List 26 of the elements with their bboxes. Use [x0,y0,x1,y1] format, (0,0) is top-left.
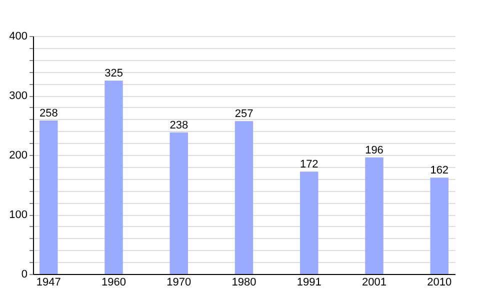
x-tick-label: 1980 [232,276,256,288]
x-tick-label: 1991 [296,276,322,288]
x-tick-label: 2001 [362,276,386,288]
data-label: 172 [300,158,318,171]
bar [104,80,123,274]
bar [300,172,318,274]
x-tick-label: 1970 [166,276,192,288]
y-tick-label: 200 [9,150,28,162]
bar [430,178,448,274]
data-label: 238 [170,119,188,132]
x-tick-label: 1960 [102,276,126,288]
data-label: 196 [365,144,384,156]
data-label: 162 [430,164,449,177]
data-label: 257 [234,108,254,120]
x-tick-label: 1947 [36,276,61,288]
data-label: 325 [104,68,123,80]
y-tick-label: 0 [21,268,28,280]
y-tick-label: 400 [9,30,28,42]
x-tick-label: 2010 [427,276,452,288]
bar [170,132,188,274]
bar [365,157,384,274]
bar [234,121,254,274]
y-tick-label: 100 [9,209,28,221]
data-label: 258 [39,107,58,120]
y-tick-label: 300 [9,90,28,102]
bar [40,120,58,274]
